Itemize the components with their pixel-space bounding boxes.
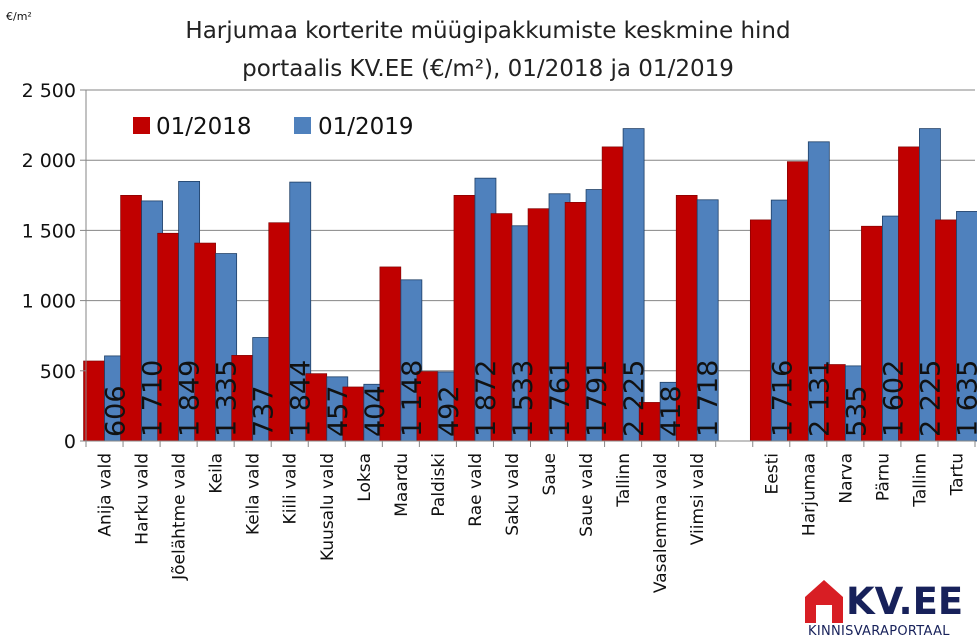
x-tick-label: Saue [540, 453, 560, 495]
x-tick-label: Eesti [762, 453, 782, 494]
x-tick-labels: Anija vald Harku vald Jõelähtme vald Keila K… [96, 453, 968, 593]
data-label-2019: 1 872 [471, 360, 502, 437]
data-label-2019: 1 148 [397, 360, 428, 437]
data-label-2019: 1 849 [175, 360, 206, 437]
logo-wordmark: KV.EE [846, 580, 963, 623]
x-tick-label: Maardu [392, 453, 412, 517]
data-label-2019: 2 225 [915, 360, 946, 437]
legend-label-2019: 01/2019 [318, 114, 414, 140]
unit-label: €/m² [6, 10, 32, 23]
x-tick-label: Viimsi vald [688, 453, 708, 545]
data-label-2019: 1 761 [545, 360, 576, 437]
data-label-2019: 1 718 [693, 360, 724, 437]
x-tick-label: Saue vald [577, 453, 597, 537]
data-labels: 606 1 710 1 849 1 335 737 1 844 457 404 1 148 492… [101, 360, 977, 437]
y-tick-label: 2 000 [22, 150, 76, 172]
data-label-2019: 535 [841, 385, 872, 437]
x-tick-label: Anija vald [96, 453, 116, 537]
legend-swatch-2018 [133, 117, 150, 134]
data-label-2019: 737 [249, 385, 280, 437]
data-label-2019: 2 225 [619, 360, 650, 437]
data-label-2019: 1 335 [212, 360, 243, 437]
x-tick-label: Keila [207, 453, 227, 494]
x-tick-label: Tartu [947, 453, 967, 496]
data-label-2019: 1 710 [138, 360, 169, 437]
data-label-2019: 1 716 [767, 360, 798, 437]
x-tick-label: Paldiski [429, 453, 449, 517]
x-tick-label: Saku vald [503, 453, 523, 536]
data-label-2019: 1 533 [508, 360, 539, 437]
data-label-2019: 1 602 [878, 360, 909, 437]
y-tick-label: 0 [64, 431, 76, 453]
data-label-2019: 1 791 [582, 360, 613, 437]
logo-subtitle: KINNISVARAPORTAAL [808, 624, 950, 639]
x-tick-label: Vasalemma vald [651, 453, 671, 593]
data-label-2019: 606 [101, 385, 132, 437]
x-tick-label: Keila vald [244, 453, 264, 535]
x-tick-label: Kiili vald [281, 453, 301, 524]
chart-title-line-2: portaalis KV.EE (€/m²), 01/2018 ja 01/20… [242, 56, 734, 82]
x-tick-label: Harjumaa [799, 453, 819, 536]
data-label-2019: 404 [360, 385, 391, 437]
legend-label-2018: 01/2018 [156, 114, 252, 140]
data-label-2019: 492 [434, 385, 465, 437]
x-tick-label: Kuusalu vald [318, 453, 338, 561]
house-icon [805, 580, 843, 623]
data-label-2019: 457 [323, 385, 354, 437]
x-tick-label: Jõelähtme vald [170, 453, 190, 581]
y-tick-label: 1 500 [22, 220, 76, 242]
axes [80, 89, 976, 447]
data-label-2019: 418 [656, 385, 687, 437]
data-label-2019: 1 844 [286, 360, 317, 437]
y-tick-label: 2 500 [22, 80, 76, 102]
chart-title-line-1: Harjumaa korterite müügipakkumiste keskm… [185, 18, 790, 44]
x-tick-label: Tallinn [614, 453, 634, 508]
legend-swatch-2019 [294, 117, 311, 134]
legend: 01/2018 01/2019 [133, 114, 414, 140]
y-tick-label: 500 [40, 361, 76, 383]
x-tick-label: Rae vald [466, 453, 486, 527]
y-tick-label: 1 000 [22, 291, 76, 313]
x-tick-label: Harku vald [133, 453, 153, 545]
bars [83, 128, 977, 442]
data-label-2019: 1 635 [952, 360, 977, 437]
data-label-2019: 2 131 [804, 360, 835, 437]
x-tick-label: Loksa [355, 453, 375, 502]
y-tick-labels: 0 500 1 000 1 500 2 000 2 500 [22, 80, 76, 453]
kvee-logo: KV.EE KINNISVARAPORTAAL [805, 580, 963, 639]
x-tick-label: Tallinn [910, 453, 930, 508]
x-tick-label: Narva [836, 453, 856, 504]
x-tick-label: Pärnu [873, 453, 893, 501]
